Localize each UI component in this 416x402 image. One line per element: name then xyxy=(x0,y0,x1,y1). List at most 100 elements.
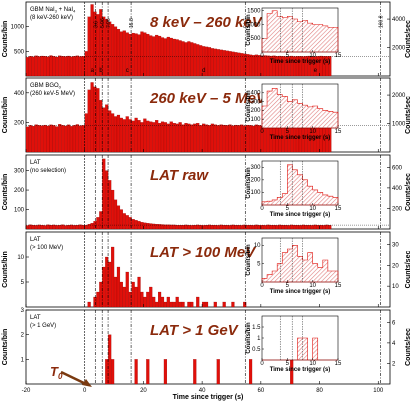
bar xyxy=(172,301,176,308)
y-tick-label: 2 xyxy=(21,333,25,339)
bar xyxy=(84,113,88,153)
bar xyxy=(187,301,191,308)
y2-tick-label: 2000 xyxy=(392,93,406,99)
bar xyxy=(137,276,141,308)
bar xyxy=(216,125,220,153)
inset-x-tick-label: 0 xyxy=(260,283,264,289)
x-tick-label: 20 xyxy=(140,388,147,394)
bar xyxy=(310,225,314,230)
y2-tick-label: 10 xyxy=(392,284,399,290)
inset-y-tick-label: 400 xyxy=(250,91,261,97)
bar xyxy=(243,224,247,230)
y2-tick-label: 6 xyxy=(392,320,396,326)
bar xyxy=(134,220,138,230)
bar xyxy=(313,224,317,230)
bar xyxy=(46,56,50,77)
bar xyxy=(248,225,253,230)
bar xyxy=(143,118,147,153)
bar xyxy=(178,40,182,77)
inset-x-tick-label: 15 xyxy=(335,283,342,289)
bar xyxy=(301,224,305,230)
bar xyxy=(243,53,247,77)
inset-x-tick-label: 15 xyxy=(335,53,342,59)
bar xyxy=(140,31,144,77)
bar xyxy=(222,225,226,230)
bar xyxy=(181,124,185,153)
bar xyxy=(116,29,121,77)
time-marker-label: 15.8 xyxy=(129,18,135,28)
bar xyxy=(25,225,30,230)
bar xyxy=(175,123,179,153)
y-axis-label: Counts/bin xyxy=(2,329,9,366)
bar xyxy=(169,37,173,77)
y-tick-label: 1000 xyxy=(11,25,25,31)
bar xyxy=(284,225,288,230)
bar xyxy=(207,125,212,153)
bar xyxy=(102,107,106,153)
bar xyxy=(28,56,32,77)
bar xyxy=(146,359,150,385)
bar xyxy=(196,44,200,77)
bar xyxy=(64,225,68,230)
inset-x-label: Time since trigger (s) xyxy=(270,367,331,373)
inset-y-tick-label: 1000 xyxy=(247,22,261,28)
detector-sub: 0 xyxy=(59,85,62,90)
bar xyxy=(234,124,238,153)
bar xyxy=(222,50,226,77)
bar xyxy=(260,225,264,230)
bar xyxy=(134,33,138,77)
bar xyxy=(202,123,206,153)
bar xyxy=(213,48,217,77)
bar xyxy=(225,225,229,230)
bar xyxy=(166,123,170,153)
bar xyxy=(254,54,259,77)
bar xyxy=(58,225,62,230)
inset-plot: 100 200 300 400 0 5 10 15 Time since trigger (s)… xyxy=(246,83,342,141)
bar xyxy=(146,291,150,308)
bar xyxy=(111,246,115,308)
bar xyxy=(113,26,118,77)
inset-y-tick-label: 1500 xyxy=(247,9,261,15)
bar xyxy=(160,296,165,308)
detector-range: (no selection) xyxy=(30,168,66,174)
bar xyxy=(157,35,162,77)
bar xyxy=(190,124,194,153)
panel-title: 8 keV – 260 keV xyxy=(150,14,264,31)
inset-x-tick-label: 5 xyxy=(286,283,290,289)
detector-sub-2: 4 xyxy=(73,9,76,14)
x-tick-label: 60 xyxy=(257,388,264,394)
bar xyxy=(257,225,261,230)
bar xyxy=(146,120,150,153)
bar xyxy=(43,225,47,230)
bar xyxy=(125,215,129,230)
bar xyxy=(119,31,123,77)
bar xyxy=(40,225,44,230)
bar xyxy=(216,225,220,230)
bar xyxy=(111,113,115,153)
y2-tick-label: 30 xyxy=(392,243,399,249)
x-tick-label: 40 xyxy=(199,388,206,394)
bar xyxy=(69,56,74,77)
bar xyxy=(122,119,126,153)
x-tick-label: -20 xyxy=(22,388,31,394)
bar xyxy=(28,224,32,230)
bar xyxy=(304,225,308,230)
detector-sub: 3 xyxy=(55,9,58,14)
detector-label: GBM BGO0 xyxy=(30,83,62,90)
bar xyxy=(31,125,35,153)
bar xyxy=(87,89,91,153)
bar xyxy=(119,117,123,153)
y-tick-label: 100 xyxy=(14,208,25,214)
bar xyxy=(163,224,168,230)
bar xyxy=(213,225,217,230)
inset-y-tick-label: 1.5 xyxy=(252,325,261,331)
interval-letter: e xyxy=(314,68,318,74)
bar xyxy=(269,225,273,230)
bar xyxy=(43,124,47,153)
bar xyxy=(37,125,41,153)
bar xyxy=(207,224,212,230)
inset-x-tick-label: 10 xyxy=(309,53,316,59)
t0-arrow-icon xyxy=(60,370,87,386)
interval-letter: c xyxy=(126,68,129,74)
